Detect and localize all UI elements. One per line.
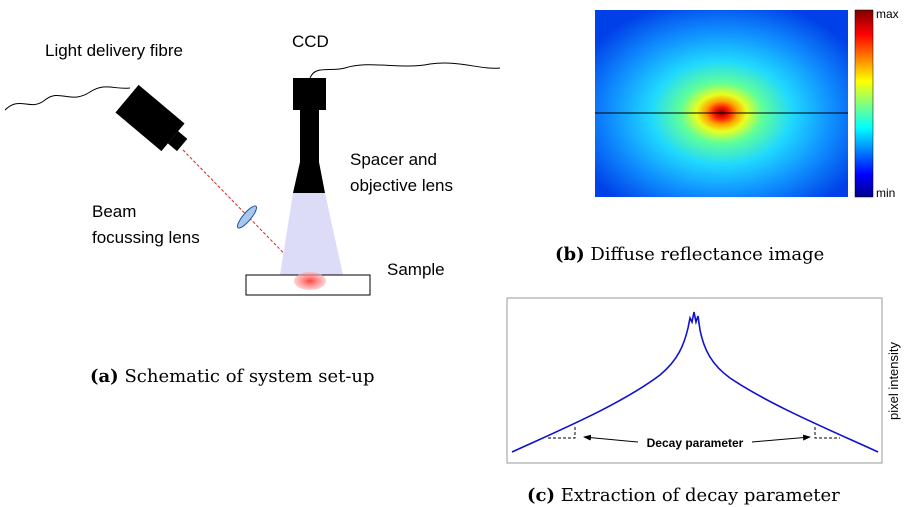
label: Spacer and — [350, 150, 437, 169]
colorbar-label: min — [876, 186, 895, 200]
label: CCD — [292, 32, 329, 51]
figure: Light delivery fibre CCD Spacer and obje… — [0, 0, 905, 507]
colorbar-label: max — [876, 7, 899, 21]
ccd-body — [293, 78, 326, 110]
schematic: Light delivery fibre CCD Spacer and obje… — [5, 32, 500, 387]
label: focussing lens — [92, 228, 200, 247]
caption: (a) Schematic of system set-up — [90, 366, 375, 387]
fibre-head — [115, 85, 193, 159]
colorbar — [855, 10, 873, 197]
lens — [235, 204, 259, 231]
caption-text: Schematic of system set-up — [124, 366, 374, 387]
label: Light delivery fibre — [45, 41, 183, 60]
y-axis-label: pixel intensity — [886, 341, 901, 420]
label: Sample — [387, 260, 445, 279]
caption-text: Diffuse reflectance image — [590, 244, 824, 265]
decay-plot: Decay parameter pixel intensity (c) Extr… — [507, 298, 901, 506]
caption: (c) Extraction of decay parameter — [527, 485, 840, 506]
caption-text: Extraction of decay parameter — [561, 485, 840, 506]
reflectance-image: max min (b) Diffuse reflectance image — [555, 7, 899, 265]
ccd-cable — [310, 63, 500, 78]
caption-label: (a) — [90, 366, 119, 387]
annotation: Decay parameter — [647, 436, 744, 450]
light-cone — [280, 193, 343, 275]
fibre-cable — [5, 87, 130, 110]
caption: (b) Diffuse reflectance image — [555, 244, 824, 265]
sample-spot — [294, 272, 326, 290]
heatmap — [595, 10, 848, 197]
label: Beam — [92, 202, 136, 221]
objective — [293, 110, 325, 193]
caption-label: (b) — [555, 244, 585, 265]
caption-label: (c) — [527, 485, 555, 506]
label: objective lens — [350, 176, 453, 195]
